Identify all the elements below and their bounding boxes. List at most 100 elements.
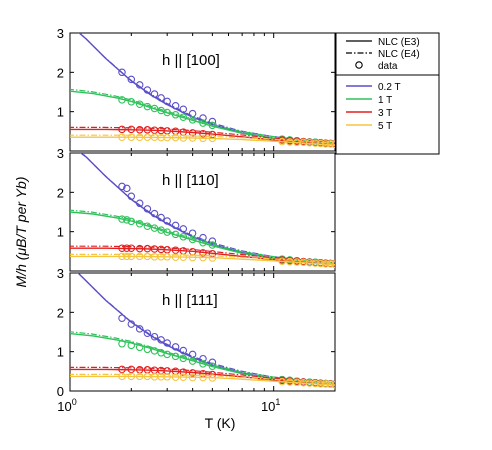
data-point: [278, 137, 286, 146]
data-point: [118, 314, 126, 322]
data-point: [135, 252, 144, 261]
x-tick-label: 100: [57, 397, 76, 414]
data-point: [199, 360, 207, 368]
model-e4-line: [78, 33, 334, 144]
data-point: [188, 134, 197, 142]
data-point: [118, 365, 126, 374]
data-point: [171, 253, 180, 261]
data-point: [171, 246, 180, 254]
data-point: [127, 365, 136, 374]
data-point: [118, 125, 126, 134]
data-point: [163, 108, 171, 117]
data-point: [135, 220, 144, 228]
data-point: [278, 377, 286, 386]
panel-frame: [69, 32, 336, 152]
data-point: [143, 205, 152, 213]
data-point: [179, 105, 188, 114]
data-point: [123, 244, 131, 252]
panel-title: h || [111]: [162, 292, 218, 309]
y-tick-label: 1: [57, 345, 64, 360]
y-tick-label: 2: [57, 305, 64, 320]
data-point: [157, 213, 165, 222]
data-point: [150, 90, 159, 98]
data-point: [278, 257, 286, 265]
data-point: [208, 237, 217, 245]
data-point: [188, 373, 197, 382]
y-axis-label: M/h (μB/T per Yb): [13, 177, 29, 288]
data-point: [208, 358, 217, 367]
data-point: [331, 140, 335, 149]
data-point: [179, 134, 188, 142]
data-point: [179, 253, 188, 261]
data-point: [163, 373, 171, 381]
data-point: [163, 350, 171, 359]
data-point: [135, 343, 144, 352]
model-e3-line: [79, 153, 335, 266]
data-point: [188, 253, 197, 262]
data-point: [118, 133, 126, 141]
data-point: [118, 96, 126, 104]
data-point: [188, 116, 197, 124]
data-point: [157, 336, 165, 344]
legend-label: NLC (E3): [378, 37, 420, 48]
data-point: [127, 320, 136, 328]
series-group: [70, 273, 335, 389]
model-e3-line: [70, 368, 335, 386]
data-point: [123, 252, 131, 261]
data-point: [118, 182, 126, 191]
legend-circle-icon: [355, 61, 363, 69]
data-point: [127, 75, 136, 84]
data-point: [135, 81, 144, 89]
data-point: [127, 252, 136, 261]
data-point: [188, 109, 197, 118]
data-point: [171, 111, 180, 119]
legend-label: 3 T: [378, 108, 392, 119]
data-point: [143, 133, 152, 141]
data-point: [208, 241, 217, 249]
data-point: [150, 104, 159, 113]
data-point: [150, 224, 159, 232]
data-point: [127, 244, 136, 252]
data-point: [163, 97, 171, 106]
data-point: [199, 114, 207, 122]
data-point: [199, 253, 207, 262]
data-point: [135, 372, 144, 381]
data-point: [123, 184, 131, 193]
data-point: [143, 86, 152, 94]
data-point: [127, 192, 136, 201]
data-point: [199, 238, 207, 247]
data-point: [150, 209, 159, 218]
data-point: [118, 244, 126, 252]
y-tick-label: 3: [57, 266, 64, 281]
data-point: [171, 230, 180, 239]
data-point: [163, 246, 171, 254]
data-point: [179, 225, 188, 233]
series-group: [70, 33, 335, 149]
data-point: [171, 133, 180, 142]
data-point: [123, 216, 131, 224]
data-point: [326, 140, 335, 148]
data-point: [163, 217, 171, 225]
x-axis-label: T (K): [205, 415, 236, 431]
panels-group: 1 2 3 h || [100] 1 2 3 h || [110] 0 1 2 3 100 101 h ||…: [57, 26, 336, 414]
data-point: [127, 217, 136, 226]
data-point: [143, 102, 152, 111]
data-point: [118, 215, 126, 223]
data-point: [321, 260, 330, 268]
data-point: [179, 233, 188, 241]
y-tick-label: 2: [57, 65, 64, 80]
data-point: [199, 134, 207, 143]
data-point: [208, 134, 217, 143]
data-point: [171, 102, 180, 110]
data-point: [157, 94, 165, 102]
data-point: [143, 372, 152, 381]
x-tick-label: 101: [261, 397, 280, 414]
model-e3-line: [70, 128, 335, 146]
panel-3: 0 1 2 3 100 101 h || [111]: [57, 266, 336, 414]
y-tick-label: 3: [57, 26, 64, 41]
data-point: [118, 340, 126, 348]
data-point: [127, 341, 136, 350]
data-point: [163, 339, 171, 347]
data-point: [135, 100, 144, 108]
data-point: [127, 133, 136, 141]
